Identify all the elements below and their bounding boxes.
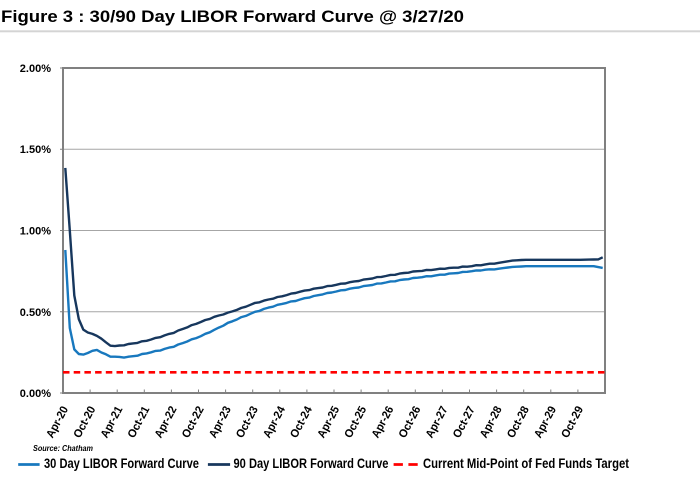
svg-text:2.00%: 2.00% — [20, 63, 51, 75]
svg-text:30 Day LIBOR Forward Curve: 30 Day LIBOR Forward Curve — [44, 456, 199, 471]
svg-text:90 Day LIBOR Forward Curve: 90 Day LIBOR Forward Curve — [234, 456, 389, 471]
svg-text:1.50%: 1.50% — [20, 144, 51, 156]
svg-text:0.00%: 0.00% — [20, 388, 51, 400]
svg-text:0.50%: 0.50% — [20, 307, 51, 319]
svg-text:1.00%: 1.00% — [20, 226, 51, 238]
svg-text:Current Mid-Point of Fed Funds: Current Mid-Point of Fed Funds Target — [423, 456, 629, 471]
svg-text:Figure 3 : 30/90 Day LIBOR For: Figure 3 : 30/90 Day LIBOR Forward Curve… — [1, 7, 464, 26]
svg-text:Source: Chatham: Source: Chatham — [33, 444, 93, 453]
